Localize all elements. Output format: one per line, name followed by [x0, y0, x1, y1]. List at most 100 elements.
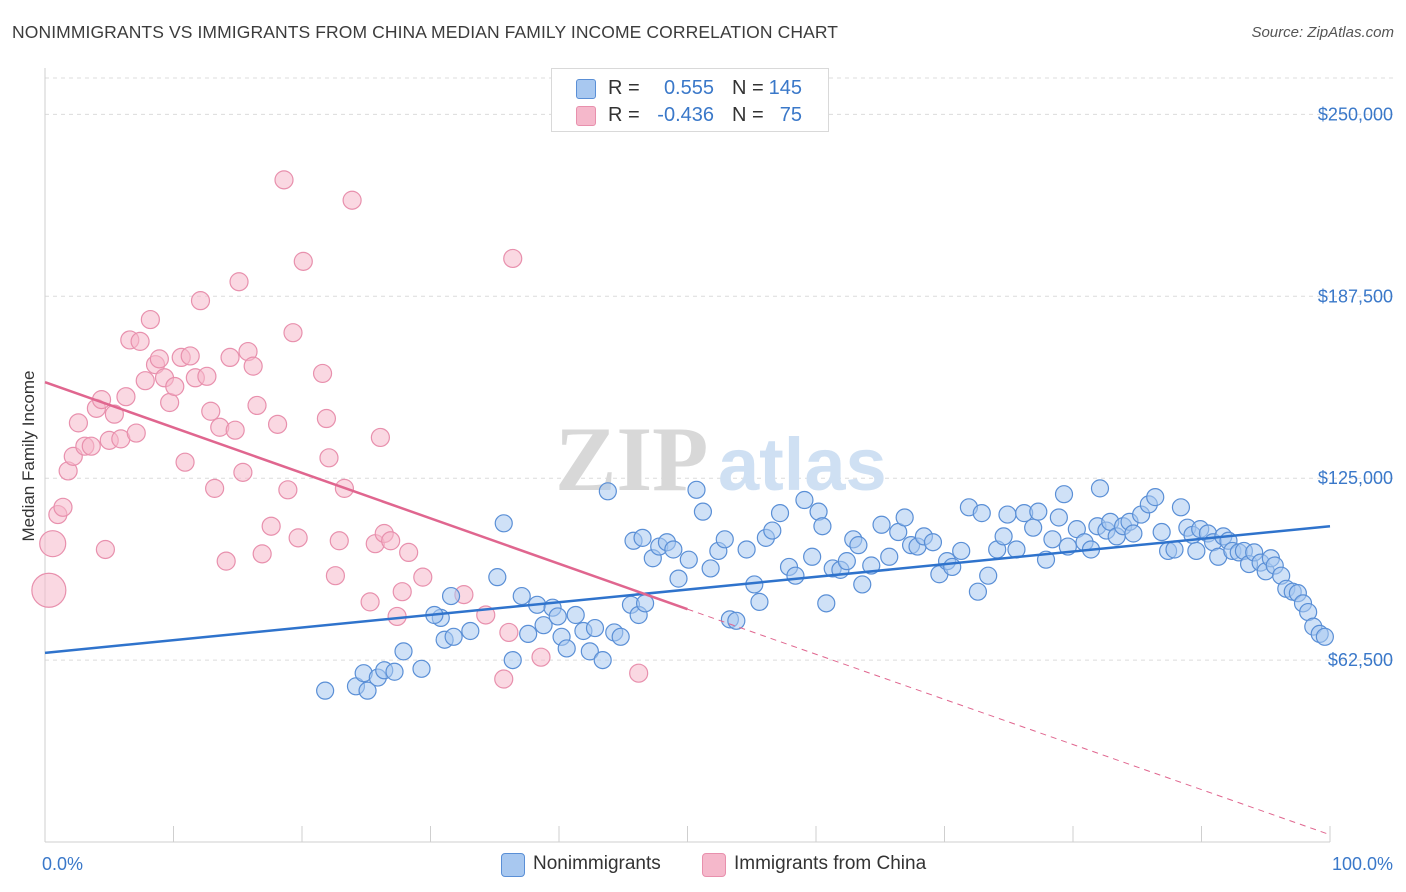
scatter-point-immigrants-china — [283, 323, 303, 343]
scatter-point-nonimmigrants — [750, 592, 769, 611]
series-immigrants-china-points — [31, 170, 649, 689]
scatter-point-nonimmigrants — [1165, 540, 1184, 559]
scatter-point-immigrants-china — [225, 420, 245, 440]
scatter-point-immigrants-china — [31, 572, 67, 608]
scatter-point-immigrants-china — [68, 413, 89, 433]
scatter-point-immigrants-china — [274, 170, 294, 190]
scatter-point-nonimmigrants — [503, 650, 522, 670]
scatter-point-immigrants-china — [392, 582, 412, 602]
scatter-point-immigrants-china — [399, 542, 419, 563]
trend-line-immigrants-china — [44, 380, 688, 611]
scatter-point-nonimmigrants — [598, 482, 617, 501]
x-tick-label-min: 0.0% — [42, 854, 83, 874]
scatter-point-nonimmigrants — [727, 611, 746, 630]
scatter-point-nonimmigrants — [512, 586, 531, 606]
scatter-point-immigrants-china — [175, 452, 195, 472]
legend-r-label: R = — [608, 104, 640, 126]
scatter-point-nonimmigrants — [998, 505, 1017, 524]
scatter-point-immigrants-china — [252, 544, 272, 564]
scatter-point-nonimmigrants — [534, 616, 553, 635]
scatter-point-immigrants-china — [233, 462, 253, 482]
scatter-point-nonimmigrants — [979, 566, 998, 585]
scatter-point-nonimmigrants — [316, 681, 335, 700]
legend-label: Nonimmigrants — [533, 853, 661, 874]
scatter-point-immigrants-china — [53, 497, 73, 517]
scatter-point-immigrants-china — [293, 251, 313, 271]
scatter-point-immigrants-china — [39, 530, 67, 558]
scatter-point-immigrants-china — [140, 309, 160, 330]
scatter-point-immigrants-china — [503, 248, 523, 269]
scatter-point-nonimmigrants — [1124, 524, 1143, 543]
legend-label: Immigrants from China — [734, 853, 927, 874]
scatter-point-nonimmigrants — [837, 552, 856, 571]
scatter-point-nonimmigrants — [1049, 508, 1068, 527]
scatter-point-nonimmigrants — [952, 541, 971, 561]
trend-line-nonimmigrants — [44, 524, 1331, 655]
legend-swatch-blue — [501, 853, 525, 877]
scatter-point-immigrants-china — [261, 516, 281, 536]
scatter-point-nonimmigrants — [1146, 488, 1165, 507]
scatter-point-nonimmigrants — [968, 582, 988, 601]
scatter-point-immigrants-china — [312, 363, 333, 384]
scatter-point-immigrants-china — [494, 669, 514, 689]
trend-line-immigrants-china-extension — [687, 608, 1331, 836]
scatter-point-nonimmigrants — [1315, 627, 1334, 646]
legend-n-label: N = — [732, 104, 764, 126]
scatter-point-immigrants-china — [160, 392, 180, 413]
scatter-point-nonimmigrants — [1152, 522, 1171, 542]
scatter-point-immigrants-china — [126, 423, 146, 443]
legend-n-label: N = — [732, 77, 764, 99]
y-tick-label: $62,500 — [1328, 650, 1393, 670]
scatter-point-immigrants-china — [531, 647, 551, 667]
scatter-point-immigrants-china — [325, 566, 346, 586]
tick-labels: $62,500 $125,000 $187,500 $250,000 0.0% 100.0… — [42, 104, 1393, 874]
scatter-point-nonimmigrants — [923, 533, 943, 552]
scatter-point-nonimmigrants — [548, 607, 567, 626]
scatter-point-nonimmigrants — [358, 681, 377, 700]
y-tick-label: $125,000 — [1318, 468, 1393, 488]
legend-row-immigrants-china: R = -0.436 N = 75 — [552, 101, 828, 129]
scatter-point-immigrants-china — [130, 331, 150, 351]
scatter-point-immigrants-china — [197, 366, 217, 386]
legend-n-value: 145 — [768, 77, 802, 99]
scatter-point-nonimmigrants — [394, 642, 413, 661]
scatter-point-nonimmigrants — [817, 594, 836, 613]
legend-swatch-blue — [576, 79, 596, 99]
legend-row-nonimmigrants: R = 0.555 N = 145 — [552, 74, 828, 102]
scatter-point-nonimmigrants — [488, 568, 507, 587]
scatter-point-nonimmigrants — [701, 559, 720, 578]
scatter-point-nonimmigrants — [580, 642, 599, 661]
correlation-legend: R = 0.555 N = 145 R = -0.436 N = 75 — [551, 68, 829, 132]
scatter-point-nonimmigrants — [770, 504, 790, 523]
scatter-point-immigrants-china — [216, 551, 236, 571]
scatter-point-immigrants-china — [165, 376, 185, 397]
scatter-point-nonimmigrants — [664, 540, 683, 559]
scatter-point-nonimmigrants — [895, 508, 914, 527]
scatter-point-immigrants-china — [267, 414, 288, 434]
scatter-point-nonimmigrants — [1043, 530, 1062, 549]
legend-swatch-pink — [702, 853, 726, 877]
scatter-point-nonimmigrants — [813, 517, 832, 536]
scatter-point-immigrants-china — [319, 448, 339, 468]
scatter-point-nonimmigrants — [687, 480, 706, 499]
scatter-point-nonimmigrants — [693, 502, 713, 521]
series-nonimmigrants-points — [316, 479, 1334, 700]
scatter-point-immigrants-china — [104, 404, 124, 424]
scatter-point-immigrants-china — [149, 349, 169, 369]
scatter-point-nonimmigrants — [494, 514, 513, 533]
scatter-point-immigrants-china — [95, 539, 115, 560]
scatter-point-nonimmigrants — [441, 586, 461, 606]
legend-r-label: R = — [608, 77, 640, 99]
scatter-point-immigrants-china — [243, 356, 263, 376]
trend-lines — [44, 380, 1331, 836]
scatter-point-nonimmigrants — [763, 521, 782, 540]
scatter-point-nonimmigrants — [994, 527, 1013, 546]
scatter-point-nonimmigrants — [1024, 518, 1043, 537]
scatter-point-nonimmigrants — [795, 490, 814, 510]
y-tick-label: $187,500 — [1318, 286, 1393, 306]
scatter-point-immigrants-china — [381, 531, 401, 551]
scatter-point-nonimmigrants — [1171, 498, 1191, 517]
scatter-point-nonimmigrants — [412, 659, 431, 678]
watermark-zip: ZIP — [555, 408, 708, 510]
scatter-point-nonimmigrants — [872, 515, 891, 534]
